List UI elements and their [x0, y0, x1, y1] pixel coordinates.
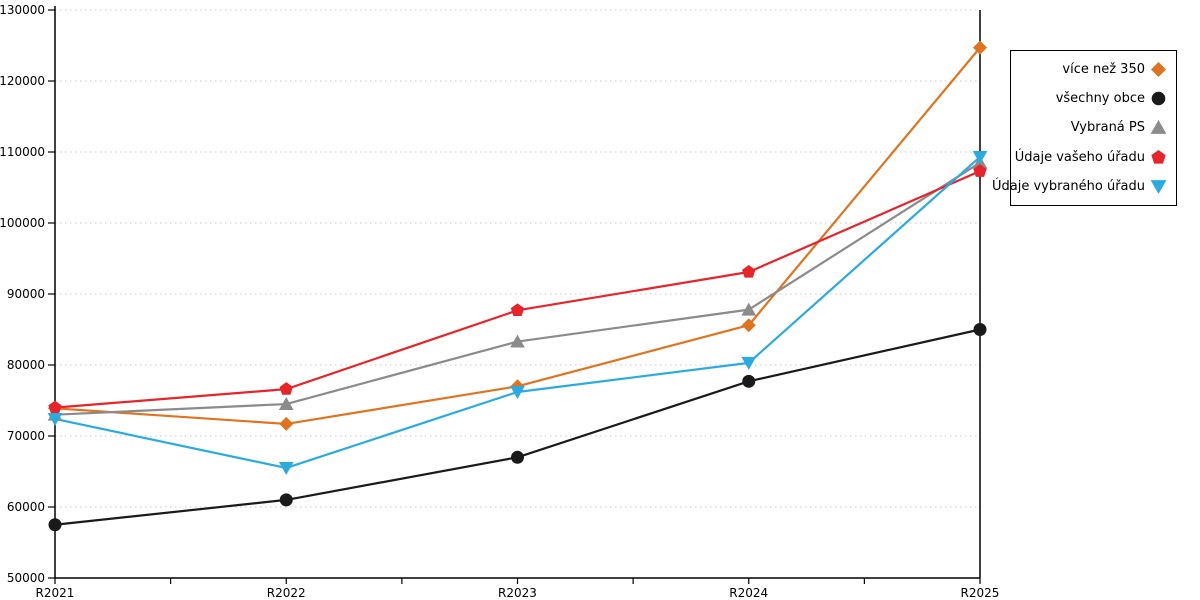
legend-label: Údaje vybraného úřadu	[991, 178, 1145, 194]
diamond-legend-icon	[1151, 62, 1166, 78]
data-point-marker	[48, 518, 62, 532]
legend-label: Údaje vašeho úřadu	[1014, 149, 1145, 165]
data-point-marker	[48, 400, 62, 414]
data-point-marker	[973, 323, 987, 336]
legend-label: Vybraná PS	[1070, 120, 1145, 136]
triangle-up-icon	[1150, 120, 1167, 135]
data-point-marker	[741, 356, 757, 370]
legend-label: všechny obce	[1055, 91, 1145, 107]
x-axis-label: R2025	[961, 586, 1000, 600]
data-point-marker	[742, 264, 756, 278]
y-axis-label: 110000	[0, 145, 45, 159]
y-axis-label: 70000	[7, 429, 45, 443]
data-point-marker	[742, 374, 756, 388]
data-point-marker	[973, 164, 987, 177]
diamond-icon	[1151, 62, 1166, 78]
data-point-marker	[278, 462, 294, 475]
data-point-marker	[279, 416, 294, 431]
y-axis-label: 120000	[0, 74, 45, 88]
y-axis-label: 100000	[0, 216, 45, 230]
data-point-marker	[278, 397, 294, 410]
series-line-2	[53, 161, 982, 416]
circle-legend-icon	[1151, 91, 1166, 106]
legend-item: více než 350	[1017, 55, 1167, 84]
y-axis-label: 60000	[7, 500, 45, 514]
data-point-marker	[511, 450, 524, 464]
series-line-1	[53, 328, 982, 526]
y-axis-label: 50000	[7, 571, 45, 585]
series-line-3	[53, 170, 982, 409]
triangle-down-icon	[1150, 179, 1167, 194]
y-axis-label: 90000	[7, 287, 45, 301]
x-axis-label: R2022	[267, 586, 306, 600]
legend-item: všechny obce	[1017, 84, 1167, 113]
data-point-marker	[47, 413, 63, 426]
data-point-marker	[279, 493, 293, 507]
circle-icon	[1151, 91, 1166, 106]
data-point-marker	[279, 382, 293, 395]
y-axis-label: 80000	[7, 358, 45, 372]
data-point-marker	[973, 40, 987, 55]
x-axis-label: R2021	[36, 586, 75, 600]
triangle-up-legend-icon	[1150, 120, 1167, 135]
x-axis-label: R2023	[498, 586, 537, 600]
x-axis-label: R2024	[729, 586, 768, 600]
y-axis-label: 130000	[0, 3, 45, 17]
data-point-marker	[972, 151, 988, 164]
series-line-0	[53, 46, 982, 426]
data-point-marker	[510, 303, 525, 316]
pentagon-icon	[1151, 149, 1166, 164]
legend-label: více než 350	[1062, 62, 1145, 78]
legend-item: Údaje vybraného úřadu	[992, 172, 1167, 201]
legend-item: Vybraná PS	[1017, 113, 1167, 142]
data-point-marker	[510, 386, 525, 399]
data-point-marker	[741, 302, 757, 316]
data-point-marker	[741, 318, 756, 333]
data-point-marker	[510, 334, 525, 348]
pentagon-legend-icon	[1151, 149, 1166, 164]
legend-item: Údaje vašeho úřadu	[1014, 143, 1167, 172]
triangle-down-legend-icon	[1150, 179, 1167, 194]
chart-legend: více než 350 všechny obce Vybraná PS Údaje …	[992, 50, 1177, 206]
